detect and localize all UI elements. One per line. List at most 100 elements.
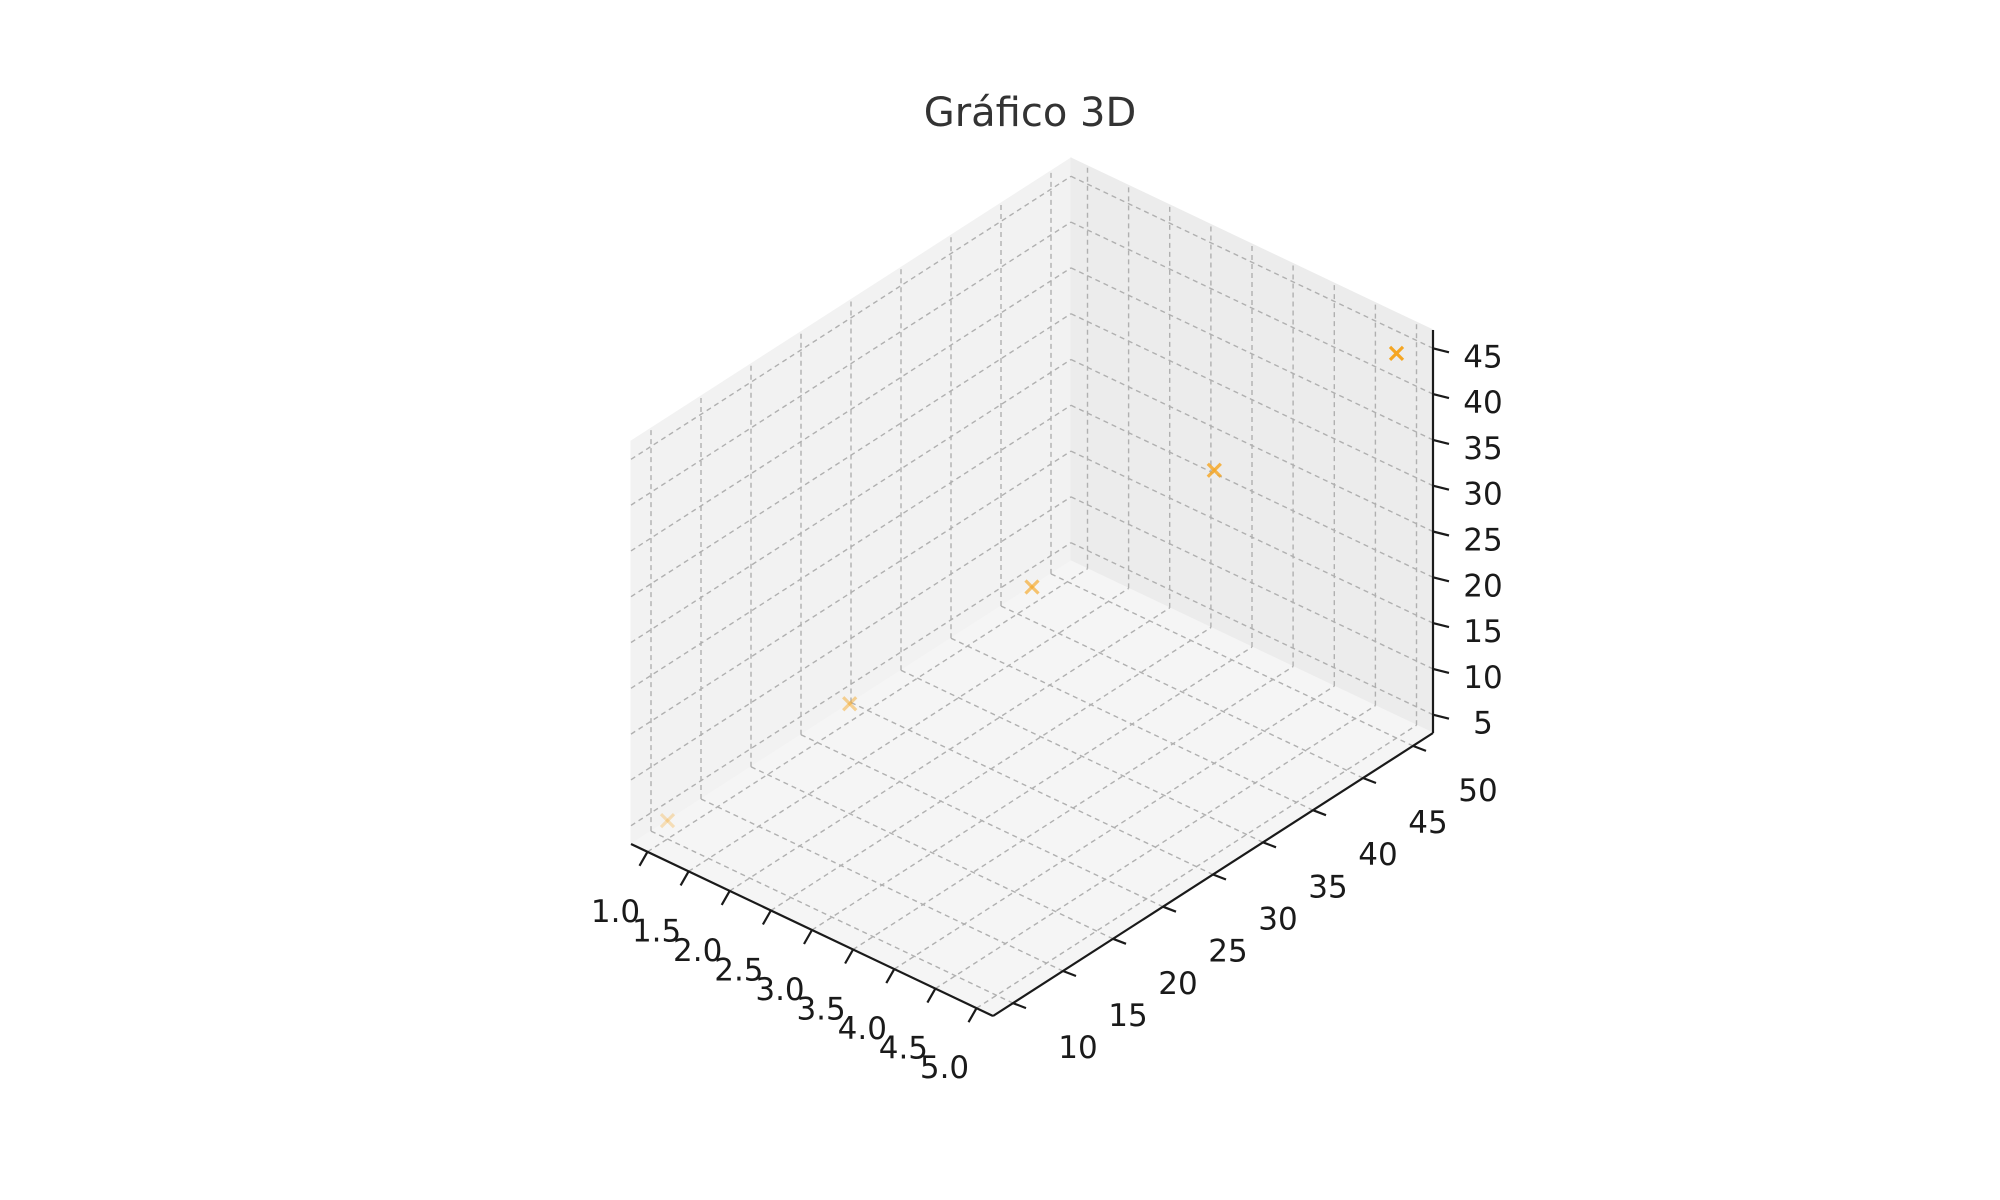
chart-title: Gráfico 3D (924, 90, 1137, 136)
y-tick-label: 25 (1208, 934, 1247, 970)
grid-line-y-floor (1000, 605, 1364, 779)
data-point (1388, 345, 1405, 362)
data-point (842, 696, 858, 712)
y-tick-label: 50 (1458, 773, 1497, 809)
data-point-stroke (842, 696, 858, 712)
x-tick-label: 4.0 (838, 1011, 887, 1047)
z-tick-label: 40 (1463, 385, 1502, 421)
data-point-stroke (659, 812, 676, 829)
grid-line-z-left (630, 175, 1072, 460)
z-tick-label: 35 (1463, 431, 1502, 467)
tick-marks (638, 347, 1450, 1023)
grid-line-y-floor (700, 798, 1064, 972)
grid-line-z-right (1070, 404, 1434, 578)
z-tick-mark (1432, 713, 1450, 720)
y-tick-label: 15 (1108, 998, 1147, 1034)
data-point-stroke (1024, 579, 1040, 595)
z-tick-mark (1432, 622, 1450, 629)
y-tick-mark (1062, 969, 1077, 978)
z-tick-mark (1432, 576, 1450, 583)
x-tick-mark (926, 988, 937, 1004)
grid-line-z-left (630, 267, 1072, 552)
x-tick-mark (803, 929, 813, 945)
x-tick-label: 4.5 (879, 1031, 928, 1067)
grid-line-y-floor (650, 830, 1014, 1004)
grid-line-z-right (1070, 267, 1434, 441)
data-points (659, 345, 1405, 829)
z-tick-mark (1432, 438, 1450, 445)
x-tick-label: 2.5 (714, 953, 763, 989)
grid-line-y-floor (800, 734, 1164, 908)
grid-line-z-right (1070, 175, 1434, 349)
grid-line-y-floor (950, 637, 1314, 811)
y-tick-label: 35 (1308, 869, 1347, 905)
x-tick-mark (679, 870, 690, 886)
data-point (1206, 462, 1222, 478)
y-tick-mark (1362, 776, 1377, 785)
z-tick-label: 10 (1463, 660, 1502, 696)
x-tick-mark (844, 948, 855, 965)
data-point-stroke (659, 812, 676, 829)
z-tick-label: 30 (1463, 477, 1502, 513)
y-tick-mark (1212, 873, 1227, 881)
grid-line-y-floor (850, 701, 1214, 876)
x-tick-label: 2.0 (673, 933, 722, 969)
z-tick-label: 45 (1463, 339, 1502, 375)
grid-line-y-floor (900, 669, 1264, 843)
grid-line-z-left (630, 496, 1072, 781)
z-tick-mark (1432, 347, 1450, 354)
y-tick-mark (1412, 744, 1427, 752)
x-tick-label: 5.0 (920, 1050, 969, 1086)
y-tick-label: 30 (1258, 902, 1297, 938)
x-tick-mark (638, 851, 649, 867)
y-tick-mark (1312, 809, 1327, 817)
x-tick-mark (885, 968, 896, 984)
grid-line-y-floor (1050, 573, 1414, 747)
x-tick-mark (761, 909, 772, 926)
x-tick-label: 1.5 (632, 913, 681, 949)
z-tick-mark (1432, 393, 1450, 400)
x-tick-label: 3.5 (796, 992, 845, 1028)
x-tick-mark (720, 890, 731, 906)
z-tick-label: 15 (1463, 614, 1502, 650)
data-point-stroke (1388, 345, 1405, 362)
y-tick-label: 10 (1058, 1030, 1097, 1066)
data-point-stroke (1206, 462, 1222, 478)
grid-line-y-floor (750, 766, 1114, 940)
z-tick-label: 20 (1463, 568, 1502, 604)
z-tick-label: 25 (1463, 523, 1502, 559)
grid-line-z-left (630, 313, 1072, 598)
y-tick-mark (1112, 937, 1127, 945)
z-tick-label: 5 (1473, 706, 1493, 742)
tick-labels: 1.01.52.02.53.03.54.04.55.0 10 15 20 25 30 35 4… (591, 339, 1503, 1086)
grid-line-z-right (1070, 313, 1434, 487)
grid-line-z-left (630, 404, 1072, 689)
y-tick-label: 40 (1358, 837, 1397, 873)
grid-line-z-left (630, 221, 1072, 506)
y-tick-label: 20 (1158, 966, 1197, 1002)
data-point (659, 812, 676, 829)
x-tick-label: 3.0 (755, 972, 804, 1008)
grid-line-z-left (630, 358, 1072, 644)
y-tick-label: 45 (1408, 805, 1447, 841)
x-tick-label: 1.0 (591, 894, 640, 930)
y-tick-mark (1012, 1002, 1027, 1010)
x-tick-mark (967, 1007, 978, 1023)
grid-line-z-right (1070, 542, 1434, 716)
z-tick-mark (1432, 667, 1450, 674)
grid-line-z-right (1070, 496, 1434, 670)
grid-line-z-left (630, 450, 1072, 735)
z-tick-mark (1432, 530, 1450, 537)
grid-line-z-right (1070, 358, 1434, 533)
y-tick-mark (1262, 841, 1277, 849)
grid-lines (630, 165, 1434, 1009)
y-tick-mark (1162, 905, 1177, 913)
data-point-stroke (842, 696, 858, 712)
grid-line-z-right (1070, 450, 1434, 624)
grid-line-z-left (630, 542, 1072, 827)
grid-line-z-right (1070, 221, 1434, 395)
data-point (1024, 579, 1040, 595)
z-tick-mark (1432, 484, 1450, 491)
